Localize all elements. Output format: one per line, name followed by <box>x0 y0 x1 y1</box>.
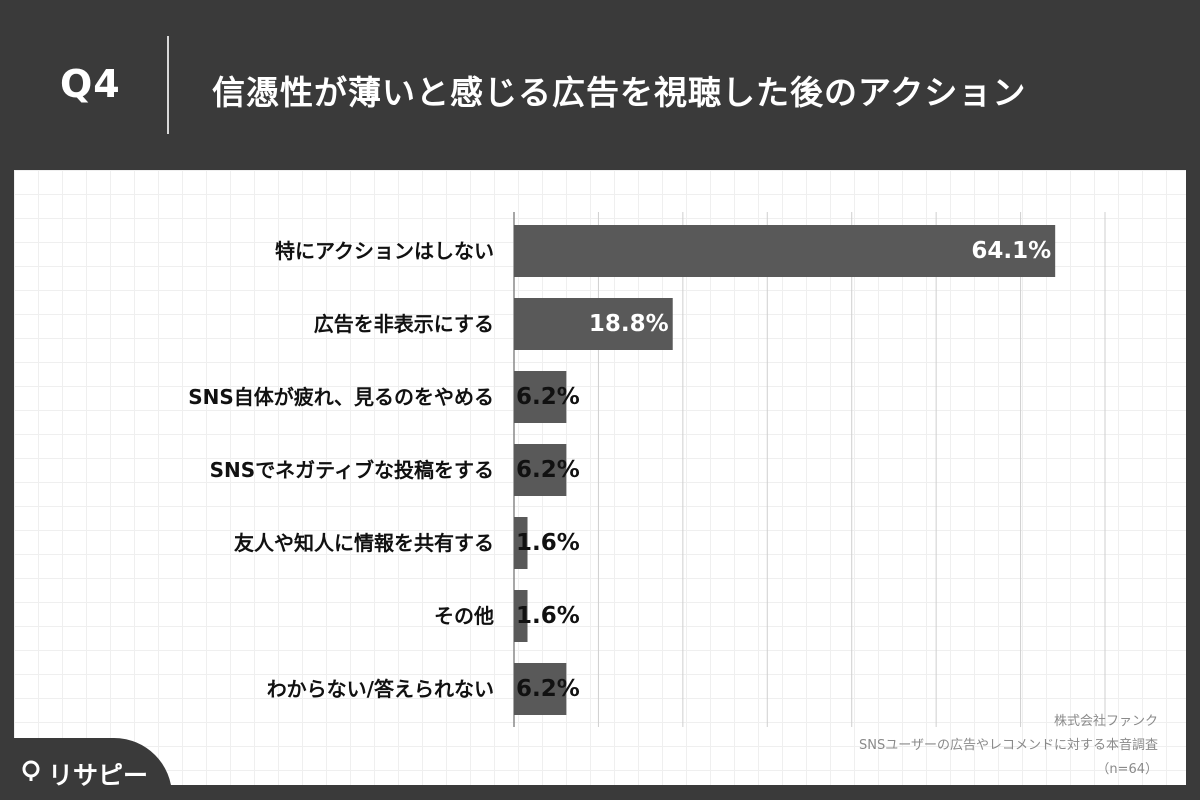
value-label: 6.2% <box>516 676 580 702</box>
value-label: 1.6% <box>516 530 580 556</box>
category-label: 特にアクションはしない <box>275 239 494 263</box>
category-label: わからない/答えられない <box>267 677 494 701</box>
header: Q4 信憑性が薄いと感じる広告を視聴した後のアクション <box>0 0 1200 170</box>
chart-panel: 特にアクションはしない 64.1% 広告を非表示にする 18.8% SNS自体が疲れ、見… <box>14 170 1186 785</box>
bar <box>514 225 1056 277</box>
header-divider <box>167 36 169 134</box>
source-note: 株式会社ファンク SNSユーザーの広告やレコメンドに対する本音調査 （n=64） <box>859 710 1158 782</box>
bar <box>514 590 528 642</box>
bar-chart: 特にアクションはしない 64.1% 広告を非表示にする 18.8% SNS自体が疲れ、見… <box>188 212 1106 727</box>
bar <box>514 663 567 715</box>
logo-text: リサピー <box>48 761 149 790</box>
value-label: 18.8% <box>589 311 669 337</box>
brand-logo: リサピー <box>0 738 172 800</box>
category-label: その他 <box>434 604 494 628</box>
value-label: 6.2% <box>516 384 580 410</box>
category-label: SNS自体が疲れ、見るのをやめる <box>188 385 494 409</box>
value-label: 6.2% <box>516 457 580 483</box>
bar <box>514 517 528 569</box>
bar <box>514 444 567 496</box>
source-company: 株式会社ファンク <box>1053 714 1158 729</box>
question-title: 信憑性が薄いと感じる広告を視聴した後のアクション <box>212 73 1027 112</box>
category-label: 友人や知人に情報を共有する <box>234 531 494 555</box>
value-label: 64.1% <box>971 238 1051 264</box>
category-label: 広告を非表示にする <box>314 312 494 336</box>
source-sample: （n=64） <box>1096 762 1158 777</box>
category-label: SNSでネガティブな投稿をする <box>210 458 494 482</box>
bar <box>514 298 673 350</box>
value-label: 1.6% <box>516 603 580 629</box>
source-survey: SNSユーザーの広告やレコメンドに対する本音調査 <box>859 738 1158 753</box>
pin-icon <box>22 760 40 781</box>
question-number: Q4 <box>60 62 121 106</box>
bar <box>514 371 567 423</box>
